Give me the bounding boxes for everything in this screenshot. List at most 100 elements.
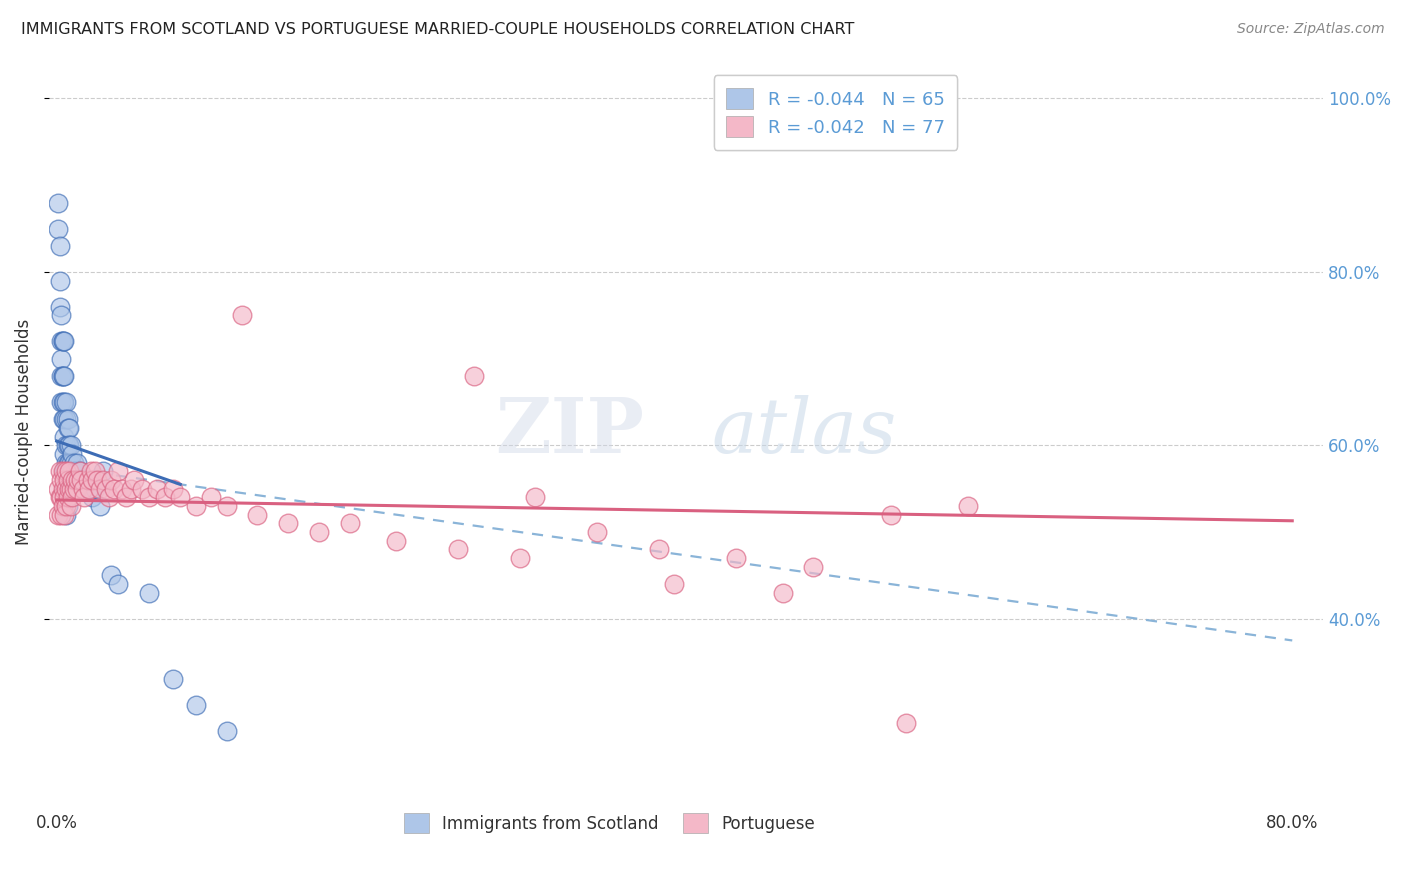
- Point: [339, 516, 361, 531]
- Point: [100, 568, 122, 582]
- Point: [509, 551, 531, 566]
- Point: [66, 482, 89, 496]
- Point: [65, 473, 87, 487]
- Point: [49, 491, 72, 505]
- Point: [51, 351, 73, 366]
- Point: [100, 473, 122, 487]
- Point: [46, 195, 69, 210]
- Text: IMMIGRANTS FROM SCOTLAND VS PORTUGUESE MARRIED-COUPLE HOUSEHOLDS CORRELATION CHA: IMMIGRANTS FROM SCOTLAND VS PORTUGUESE M…: [21, 22, 855, 37]
- Point: [586, 524, 609, 539]
- Point: [772, 586, 794, 600]
- Point: [169, 491, 191, 505]
- Point: [49, 300, 72, 314]
- Point: [58, 421, 80, 435]
- Point: [107, 464, 129, 478]
- Point: [59, 438, 82, 452]
- Point: [53, 334, 76, 349]
- Point: [82, 473, 104, 487]
- Point: [385, 533, 408, 548]
- Point: [146, 482, 169, 496]
- Point: [94, 482, 117, 496]
- Point: [69, 464, 91, 478]
- Point: [55, 482, 77, 496]
- Point: [53, 447, 76, 461]
- Point: [46, 508, 69, 522]
- Point: [52, 482, 75, 496]
- Point: [59, 456, 82, 470]
- Point: [52, 334, 75, 349]
- Point: [55, 464, 77, 478]
- Point: [58, 491, 80, 505]
- Point: [115, 491, 138, 505]
- Point: [184, 698, 207, 713]
- Point: [53, 482, 76, 496]
- Point: [70, 473, 93, 487]
- Point: [65, 464, 87, 478]
- Point: [55, 412, 77, 426]
- Point: [91, 473, 114, 487]
- Point: [79, 464, 101, 478]
- Point: [98, 491, 121, 505]
- Point: [52, 395, 75, 409]
- Text: ZIP: ZIP: [495, 395, 644, 469]
- Point: [53, 464, 76, 478]
- Point: [58, 438, 80, 452]
- Point: [103, 482, 125, 496]
- Point: [49, 274, 72, 288]
- Point: [447, 542, 470, 557]
- Point: [131, 482, 153, 496]
- Point: [664, 577, 686, 591]
- Point: [56, 473, 79, 487]
- Point: [53, 412, 76, 426]
- Point: [308, 524, 330, 539]
- Point: [73, 491, 96, 505]
- Point: [524, 491, 547, 505]
- Point: [184, 499, 207, 513]
- Point: [956, 499, 979, 513]
- Point: [215, 499, 238, 513]
- Point: [84, 482, 107, 496]
- Point: [51, 368, 73, 383]
- Point: [52, 368, 75, 383]
- Point: [52, 499, 75, 513]
- Point: [55, 508, 77, 522]
- Point: [86, 473, 108, 487]
- Point: [153, 491, 176, 505]
- Point: [59, 473, 82, 487]
- Point: [52, 464, 75, 478]
- Point: [58, 456, 80, 470]
- Point: [55, 438, 77, 452]
- Point: [51, 308, 73, 322]
- Point: [49, 464, 72, 478]
- Point: [60, 473, 83, 487]
- Y-axis label: Married-couple Households: Married-couple Households: [15, 319, 32, 546]
- Point: [69, 464, 91, 478]
- Point: [49, 239, 72, 253]
- Point: [56, 482, 79, 496]
- Point: [162, 673, 184, 687]
- Point: [56, 412, 79, 426]
- Point: [55, 456, 77, 470]
- Point: [62, 456, 84, 470]
- Point: [463, 368, 485, 383]
- Point: [56, 438, 79, 452]
- Point: [56, 499, 79, 513]
- Point: [91, 464, 114, 478]
- Point: [879, 508, 901, 522]
- Point: [53, 473, 76, 487]
- Point: [231, 308, 253, 322]
- Point: [58, 473, 80, 487]
- Point: [55, 499, 77, 513]
- Point: [803, 559, 825, 574]
- Point: [58, 464, 80, 478]
- Point: [46, 221, 69, 235]
- Point: [246, 508, 269, 522]
- Point: [122, 473, 145, 487]
- Point: [138, 586, 160, 600]
- Point: [648, 542, 671, 557]
- Point: [53, 368, 76, 383]
- Point: [277, 516, 299, 531]
- Point: [72, 473, 94, 487]
- Point: [66, 456, 89, 470]
- Point: [89, 482, 111, 496]
